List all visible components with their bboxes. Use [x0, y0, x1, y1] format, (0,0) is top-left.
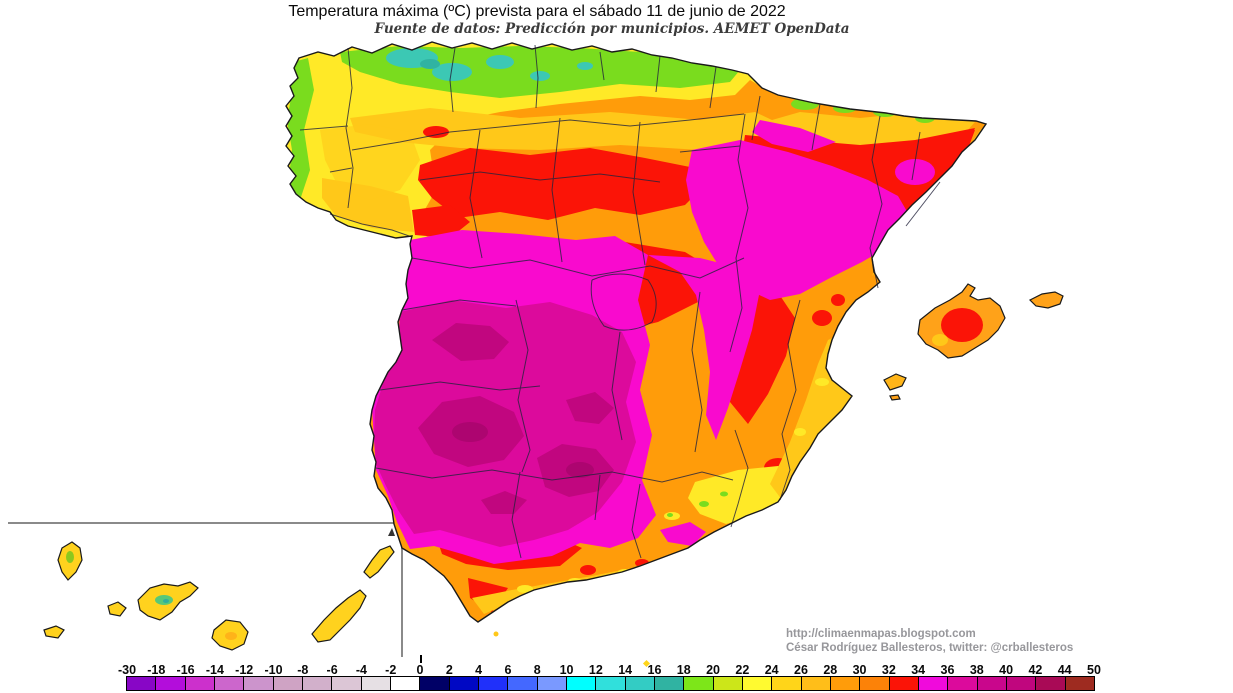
canary-inset-border: [8, 522, 403, 657]
legend-tick-label: 30: [852, 663, 867, 677]
legend-tick-label: -16: [176, 663, 195, 677]
legend-cell: [712, 677, 742, 690]
legend-cell: [507, 677, 537, 690]
legend-tick-label: 0: [416, 663, 424, 677]
legend-tick-label: 24: [764, 663, 779, 677]
legend-tick-label: 40: [999, 663, 1014, 677]
legend-cell: [477, 677, 508, 690]
legend-tick-label: -2: [385, 663, 397, 677]
legend-cell: [127, 677, 156, 690]
legend-cell: [389, 677, 420, 690]
legend-cell: [624, 677, 654, 690]
attribution-author: César Rodríguez Ballesteros, twitter: @c…: [786, 641, 1074, 654]
legend-tick-label: -10: [264, 663, 283, 677]
legend-tick-label: 4: [475, 663, 483, 677]
data-source-subtitle: Fuente de datos: Predicción por municipi…: [374, 21, 850, 37]
legend-tick-label: 18: [676, 663, 691, 677]
legend-tick-label: 16: [647, 663, 662, 677]
attribution-url: http://climaenmapas.blogspot.com: [786, 628, 976, 640]
legend-tick-label: 36: [940, 663, 955, 677]
legend-cell: [213, 677, 244, 690]
legend-tick-label: 2: [445, 663, 453, 677]
legend-tick-label: 50: [1087, 663, 1101, 677]
legend-tick-label: 14: [618, 663, 633, 677]
legend-tick-label: -6: [326, 663, 338, 677]
map-speck: [493, 631, 499, 637]
legend-cell: [301, 677, 332, 690]
legend-cell: [800, 677, 830, 690]
balearic-islands: [883, 283, 1064, 401]
legend-cell: [595, 677, 625, 690]
legend-cell: [536, 677, 566, 690]
legend-cell: [976, 677, 1006, 690]
legend-tick-label: 26: [794, 663, 808, 677]
province-borders: [299, 44, 941, 559]
legend-tick-label: 6: [504, 663, 512, 677]
legend-cell: [1064, 677, 1094, 690]
legend-cell: [888, 677, 918, 690]
peninsula-coastline: [285, 41, 988, 623]
legend-tick-label: 44: [1057, 663, 1072, 677]
legend-tick-label: -18: [147, 663, 166, 677]
legend-tick-label: -30: [117, 663, 137, 677]
temperature-raster: [286, 42, 986, 622]
legend-cell: [917, 677, 948, 690]
attribution: http://climaenmapas.blogspot.com César R…: [786, 628, 1073, 655]
legend-cell: [565, 677, 596, 690]
legend-zero-tick: [420, 655, 423, 663]
legend-tick-label: 34: [911, 663, 926, 677]
canary-islands: [43, 528, 395, 651]
legend-tick-label: 10: [559, 663, 574, 677]
legend-cell: [448, 677, 478, 690]
legend-tick-label: 38: [969, 663, 984, 677]
legend-cell: [1005, 677, 1036, 690]
legend-cell: [683, 677, 713, 690]
page-title: Temperatura máxima (ºC) prevista para el…: [288, 3, 786, 20]
legend-cell: [653, 677, 684, 690]
legend-cell: [771, 677, 801, 690]
legend-cell: [741, 677, 772, 690]
legend-tick-label: -8: [297, 663, 309, 677]
legend-tick-label: 8: [533, 663, 541, 677]
legend-cell: [947, 677, 977, 690]
legend-tick-label: 32: [881, 663, 896, 677]
legend-cell: [1035, 677, 1065, 690]
legend-tick-label: -4: [355, 663, 367, 677]
legend-cell: [829, 677, 860, 690]
legend-cell: [360, 677, 390, 690]
legend-cell: [331, 677, 361, 690]
legend-tick-label: -14: [205, 663, 224, 677]
legend-cell: [859, 677, 889, 690]
legend-tick-label: -12: [235, 663, 254, 677]
temperature-color-scale: -30 -18 -16 -14 -12 -10 -8 -6 -4 -2 0 2 4 6 8 10 12 14 16 1…: [118, 655, 1101, 691]
legend-tick-label: 22: [735, 663, 750, 677]
legend-cell: [243, 677, 273, 690]
legend-tick-label: 42: [1028, 663, 1043, 677]
legend-cell: [155, 677, 185, 690]
legend-cell: [184, 677, 214, 690]
legend-cell: [419, 677, 449, 690]
legend-tick-label: 28: [823, 663, 838, 677]
legend-tick-label: 12: [588, 663, 603, 677]
legend-tick-label: 20: [706, 663, 720, 677]
legend-cell: [272, 677, 302, 690]
